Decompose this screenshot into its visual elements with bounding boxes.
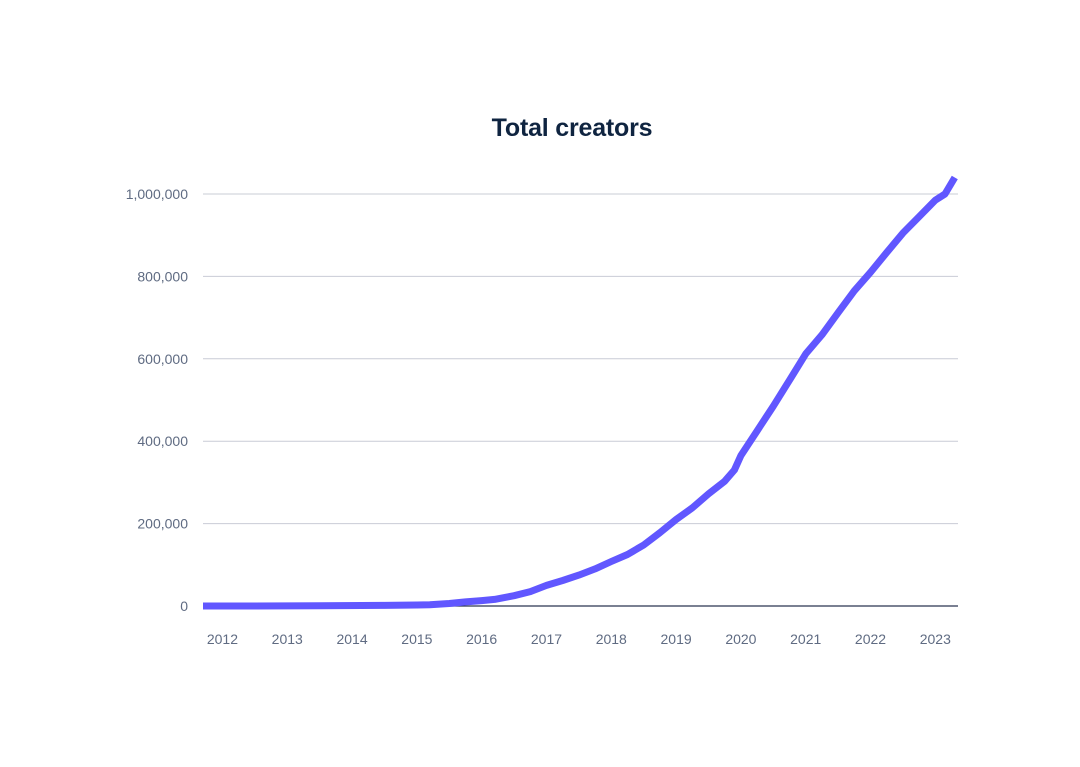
x-tick-label: 2017 [531,631,562,647]
series-group [203,175,958,610]
x-tick-label: 2023 [920,631,951,647]
y-tick-label: 800,000 [137,268,188,284]
y-axis-tick-labels: 0 200,000 400,000 600,000 800,000 1,000,000 [126,186,189,614]
y-tick-label: 400,000 [137,433,188,449]
x-tick-label: 2020 [725,631,756,647]
x-tick-label: 2016 [466,631,497,647]
series-line-total-creators [203,175,958,610]
x-tick-label: 2022 [855,631,886,647]
x-tick-label: 2021 [790,631,821,647]
x-tick-label: 2012 [207,631,238,647]
x-axis-tick-labels: 2012 2013 2014 2015 2016 2017 2018 2019 2020 2021… [207,631,951,647]
y-tick-label: 0 [180,598,188,614]
x-tick-label: 2014 [336,631,367,647]
y-tick-label: 200,000 [137,516,188,532]
y-tick-label: 600,000 [137,351,188,367]
chart-title: Total creators [491,114,653,142]
x-tick-label: 2013 [272,631,303,647]
x-tick-label: 2019 [661,631,692,647]
x-tick-label: 2015 [401,631,432,647]
gridlines [203,193,958,607]
y-tick-label: 1,000,000 [126,186,188,202]
x-tick-label: 2018 [596,631,627,647]
